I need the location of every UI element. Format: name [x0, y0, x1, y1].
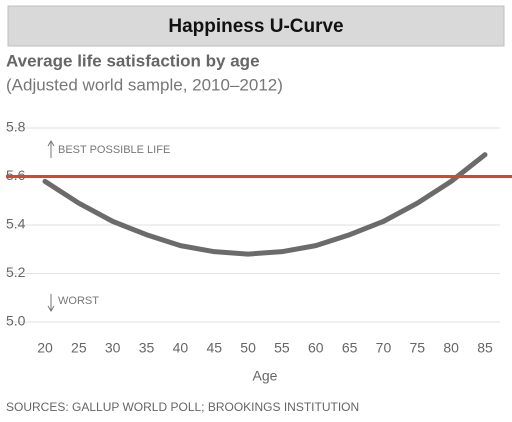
title-box	[7, 5, 505, 47]
y-tick-label: 5.8	[6, 119, 26, 135]
y-tick-label: 5.2	[6, 264, 26, 280]
x-tick-label: 35	[139, 340, 155, 356]
x-tick-label: 65	[342, 340, 358, 356]
x-tick-label: 75	[410, 340, 426, 356]
x-tick-label: 70	[376, 340, 392, 356]
x-tick-label: 20	[37, 340, 53, 356]
chart-title: Happiness U-Curve	[168, 16, 343, 37]
arrow-up-head	[47, 140, 55, 147]
source: SOURCES: GALLUP WORLD POLL; BROOKINGS IN…	[6, 400, 359, 414]
data-line	[42, 152, 488, 257]
x-tick-label: 80	[443, 340, 459, 356]
chart-subtitle: Average life satisfaction by age	[6, 51, 260, 70]
y-tick-label: 5.4	[6, 216, 26, 232]
annotation: WORST	[58, 295, 99, 307]
x-tick-label: 55	[274, 340, 290, 356]
x-tick-label: 85	[477, 340, 493, 356]
x-tick-label: 40	[173, 340, 189, 356]
x-tick-label: 60	[308, 340, 324, 356]
y-tick-label: 5.0	[6, 313, 26, 329]
arrow-down-head	[47, 305, 55, 312]
x-tick-label: 50	[240, 340, 256, 356]
annotation: BEST POSSIBLE LIFE	[58, 144, 170, 156]
chart-subtitle2: (Adjusted world sample, 2010–2012)	[6, 75, 283, 94]
x-axis-label: Age	[253, 368, 278, 384]
x-tick-label: 30	[105, 340, 121, 356]
x-tick-label: 45	[206, 340, 222, 356]
x-tick-label: 25	[71, 340, 87, 356]
